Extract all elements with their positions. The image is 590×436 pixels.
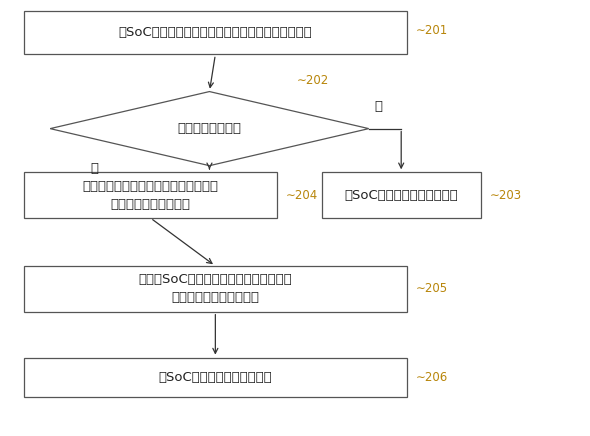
Text: ∼205: ∼205 (416, 283, 448, 295)
Bar (322, 172, 481, 218)
Text: 是: 是 (375, 100, 383, 113)
Text: ∼203: ∼203 (490, 189, 522, 201)
Text: ∼206: ∼206 (416, 371, 448, 384)
Text: ∼204: ∼204 (286, 189, 319, 201)
Bar (24, 11, 407, 54)
Text: 对SoC芯片传输的视频信号进行解析，得到视频数据: 对SoC芯片传输的视频信号进行解析，得到视频数据 (119, 26, 312, 39)
Polygon shape (50, 92, 369, 166)
Text: 向SoC芯片传输所述指示信号: 向SoC芯片传输所述指示信号 (159, 371, 272, 384)
Bar (24, 358, 407, 397)
Text: 视频数据是否正常: 视频数据是否正常 (178, 122, 241, 135)
Text: ∼201: ∼201 (416, 24, 448, 37)
Bar (24, 172, 277, 218)
Text: 向SoC芯片传输第一电平信号: 向SoC芯片传输第一电平信号 (345, 189, 458, 201)
Bar (24, 266, 407, 312)
Text: 否: 否 (90, 162, 99, 175)
Text: 从预设表中查找与所述视频数据的异常
信息所对应的异常代码: 从预设表中查找与所述视频数据的异常 信息所对应的异常代码 (83, 180, 218, 211)
Text: 根据与SoC芯片之间的协议生成用于指示
所述异常代码的指示信号: 根据与SoC芯片之间的协议生成用于指示 所述异常代码的指示信号 (139, 273, 292, 304)
Text: ∼202: ∼202 (297, 74, 329, 87)
